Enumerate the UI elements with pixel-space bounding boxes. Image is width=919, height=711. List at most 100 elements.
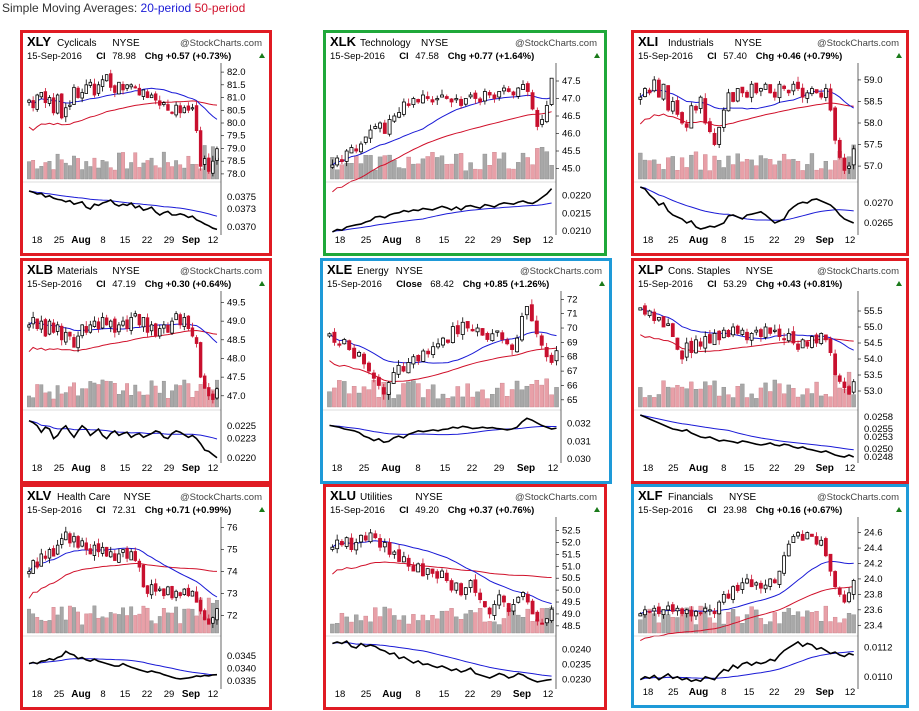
x-tick-label: 12 [208,235,219,246]
volume-bar [366,389,372,408]
price-candle [721,593,726,603]
price-candle [363,136,368,143]
volume-bar [51,398,56,408]
price-candle [754,582,759,586]
price-candle [708,334,712,344]
brand-watermark: @StockCharts.com [515,492,597,503]
x-tick-label: 25 [361,689,372,700]
price-candle [759,582,763,589]
price-candle [661,83,666,100]
ratio-ma-line [329,424,557,436]
chart-panel-xle[interactable]: XLE Energy NYSE @StockCharts.com 15-Sep-2016… [320,258,612,484]
price-candle [647,89,652,94]
price-candle [675,607,680,612]
relative-strength-line [332,188,553,233]
x-tick-label: 22 [769,687,780,698]
price-candle [84,326,88,333]
volume-bar [31,613,36,634]
volume-bar [166,398,170,408]
volume-bar [351,386,357,408]
price-candle [497,594,502,606]
price-candle [100,317,105,329]
x-tick-label: 29 [794,687,805,698]
price-candle [339,541,344,546]
price-candle [35,318,39,330]
price-tick-label: 49.5 [227,297,246,308]
chart-sector-name: Health Care [57,492,111,503]
price-candle [511,604,516,612]
price-candle [330,546,335,550]
price-candle [698,96,703,109]
chart-panel-xlf[interactable]: XLF Financials NYSE @StockCharts.com 15-Sep-… [631,484,909,708]
chart-panel-xlu[interactable]: XLU Utilities NYSE @StockCharts.com 15-Sep-2… [323,484,607,710]
price-candle [549,77,554,105]
price-candle [166,324,170,333]
ratio-tick-label: 0.032 [567,419,591,430]
volume-bar [781,393,787,408]
price-tick-label: 52.0 [562,537,581,548]
chart-panel-xlv[interactable]: XLV Health Care NYSE @StockCharts.com 15-Sep… [20,484,272,710]
price-candle [347,340,352,350]
chart-panel-xli[interactable]: XLI Industrials NYSE @StockCharts.com 15-Sep… [631,30,909,256]
price-tick-label: 81.0 [227,93,246,104]
x-tick-label: 22 [142,235,153,246]
price-candle [421,350,426,362]
price-candle [39,92,44,98]
volume-bar [463,170,469,180]
price-candle [544,105,549,123]
price-candle [786,543,791,557]
volume-bar [39,619,44,634]
volume-bar [698,388,703,408]
volume-bar [707,617,713,634]
price-candle [430,568,435,574]
price-candle [717,330,722,341]
chart-panel-xlb[interactable]: XLB Materials NYSE @StockCharts.com 15-Sep-2… [20,258,272,484]
sma-20-line [329,331,557,364]
price-tick-label: 49.0 [227,316,246,327]
relative-strength-line [28,190,218,231]
volume-bar [174,384,179,408]
chart-panel-xlk[interactable]: XLK Technology NYSE @StockCharts.com 15-Sep-… [323,30,607,256]
price-candle [387,542,392,555]
volume-bar [670,617,675,634]
price-candle [661,609,666,616]
volume-bar [186,155,191,180]
volume-bar [149,157,154,180]
price-candle [363,535,368,541]
price-candle [137,314,142,326]
volume-bar [495,387,500,408]
price-candle [530,600,535,615]
volume-bar [791,615,796,634]
chart-date: 15-Sep-2016 [27,505,82,516]
price-candle [516,596,521,603]
price-candle [96,543,101,553]
ratio-tick-label: 0.0335 [227,676,256,687]
price-candle [368,129,373,139]
close-value: 49.20 [415,505,439,516]
volume-bar [420,158,426,180]
chart-panel-xly[interactable]: XLY Cyclicals NYSE @StockCharts.com 15-Sep-2… [20,30,272,256]
price-candle [475,327,480,333]
sma-50-line [28,563,218,599]
volume-bar [539,147,545,180]
x-tick-label: 8 [415,463,420,474]
volume-bar [76,611,80,634]
price-candle [401,101,406,115]
price-candle [137,560,142,568]
price-candle [684,342,689,358]
volume-bar [772,379,777,408]
x-tick-label: 22 [769,235,780,246]
price-candle [515,337,520,353]
chart-panel-xlp[interactable]: XLP Cons. Staples NYSE @StockCharts.com 15-S… [631,258,909,484]
volume-bar [129,395,134,408]
volume-bar [133,152,138,180]
close-label: Cl [707,51,717,62]
ratio-tick-label: 0.0225 [227,421,256,432]
price-candle [366,362,371,372]
volume-bar [376,397,382,408]
price-candle [638,96,643,100]
price-candle [473,579,478,593]
price-candle [842,157,847,171]
volume-bar [851,394,856,408]
price-candle [35,94,39,110]
